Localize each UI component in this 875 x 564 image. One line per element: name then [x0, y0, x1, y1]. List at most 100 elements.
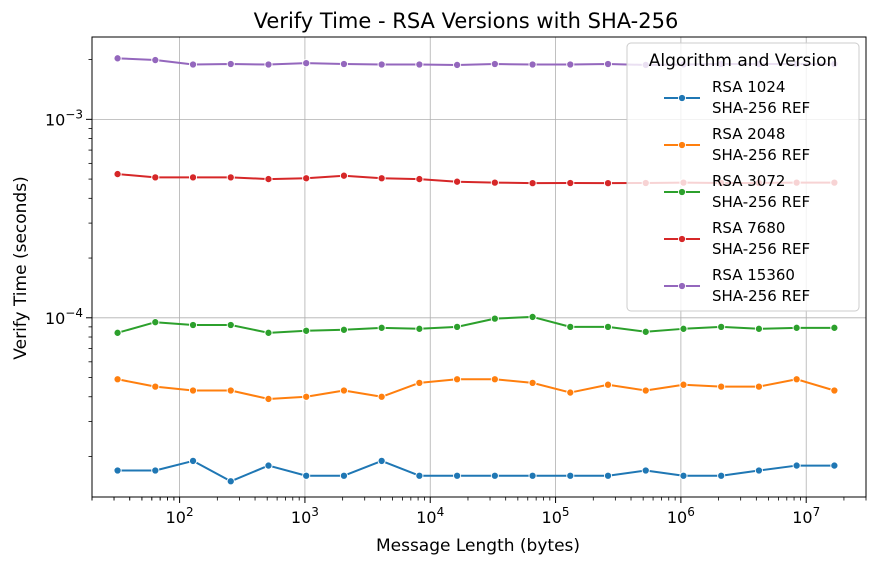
data-point — [754, 382, 763, 391]
series-2 — [113, 312, 839, 337]
data-point — [453, 60, 462, 69]
data-point — [415, 324, 424, 333]
data-point — [188, 456, 198, 465]
y-tick-label: 10−3 — [45, 107, 83, 129]
data-point — [302, 59, 311, 68]
series-line — [117, 378, 835, 400]
legend: Algorithm and Version RSA 1024 SHA-256 RE… — [626, 42, 860, 312]
data-point — [528, 312, 537, 321]
data-point — [453, 375, 462, 384]
y-tick-label: 10−4 — [45, 306, 83, 328]
data-point — [717, 471, 726, 480]
data-point — [151, 466, 160, 475]
legend-label: RSA 1024 SHA-256 REF — [712, 78, 810, 117]
x-tick-label: 106 — [667, 505, 695, 527]
data-point — [377, 174, 386, 183]
data-point — [151, 318, 160, 327]
data-point — [717, 322, 726, 331]
data-point — [339, 386, 348, 395]
data-point — [679, 471, 688, 480]
series-line — [117, 315, 835, 334]
data-point — [566, 388, 575, 397]
data-point — [226, 386, 235, 395]
data-point — [264, 175, 273, 184]
legend-box — [626, 42, 860, 312]
data-point — [339, 471, 348, 480]
data-point — [528, 60, 537, 69]
data-point — [528, 471, 537, 480]
chart-title: Verify Time - RSA Versions with SHA-256 — [254, 9, 679, 33]
data-point — [264, 461, 273, 470]
legend-label: RSA 7680 SHA-256 REF — [712, 219, 810, 258]
data-point — [754, 466, 763, 475]
x-tick-label: 103 — [291, 505, 319, 527]
data-point — [490, 471, 499, 480]
data-point — [339, 325, 348, 334]
data-point — [679, 380, 688, 389]
data-point — [151, 55, 160, 65]
data-point — [792, 323, 801, 332]
data-point — [226, 320, 235, 330]
data-point — [415, 471, 424, 480]
data-point — [415, 175, 424, 184]
data-point — [302, 471, 311, 480]
series-line — [117, 459, 835, 483]
data-point — [377, 456, 386, 465]
data-point — [302, 174, 311, 183]
data-point — [792, 375, 801, 384]
plot-frame — [91, 36, 867, 498]
data-point — [566, 322, 575, 331]
series-0 — [113, 456, 839, 486]
data-point — [339, 59, 348, 69]
x-tick-label: 104 — [416, 505, 444, 527]
data-point — [453, 177, 462, 186]
x-axis-title: Message Length (bytes) — [376, 536, 580, 556]
data-point — [188, 386, 198, 395]
x-tick-label: 102 — [166, 505, 194, 527]
legend-items: RSA 1024 SHA-256 REF RSA 2048 SHA-256 REF RS… — [664, 78, 810, 305]
data-point — [603, 471, 613, 480]
legend-swatch-marker — [677, 187, 687, 197]
data-point — [264, 328, 273, 337]
y-axis: 10−4 10−3 — [45, 59, 92, 457]
data-point — [641, 386, 650, 395]
data-point — [453, 322, 462, 331]
legend-swatch-marker — [677, 140, 687, 150]
data-point — [830, 386, 839, 395]
x-tick-label: 107 — [792, 505, 820, 527]
data-point — [566, 60, 575, 69]
data-point — [490, 314, 499, 323]
x-axis: 102 103 104 105 106 107 — [91, 497, 867, 527]
data-point — [226, 477, 235, 486]
data-point — [339, 171, 348, 180]
data-point — [754, 324, 763, 333]
data-point — [151, 173, 160, 182]
data-point — [415, 60, 424, 69]
data-point — [490, 178, 499, 187]
data-point — [830, 461, 839, 470]
data-point — [113, 466, 122, 475]
data-point — [377, 323, 386, 332]
y-axis-title: Verify Time (seconds) — [11, 176, 31, 359]
data-point — [226, 59, 235, 69]
data-point — [226, 173, 235, 182]
data-point — [490, 375, 499, 384]
legend-label: RSA 3072 SHA-256 REF — [712, 172, 810, 211]
data-point — [188, 173, 198, 182]
series-1 — [113, 375, 839, 403]
data-point — [113, 375, 122, 384]
data-point — [830, 323, 839, 332]
data-point — [113, 328, 122, 337]
data-point — [490, 59, 499, 69]
data-point — [188, 320, 198, 330]
data-point — [415, 378, 424, 387]
legend-label: RSA 2048 SHA-256 REF — [712, 125, 810, 164]
x-tick-label: 105 — [542, 505, 570, 527]
data-point — [641, 466, 650, 475]
legend-swatch-marker — [677, 234, 687, 244]
data-point — [113, 170, 122, 179]
legend-swatch-marker — [677, 93, 687, 103]
data-point — [302, 326, 311, 335]
data-point — [566, 471, 575, 480]
